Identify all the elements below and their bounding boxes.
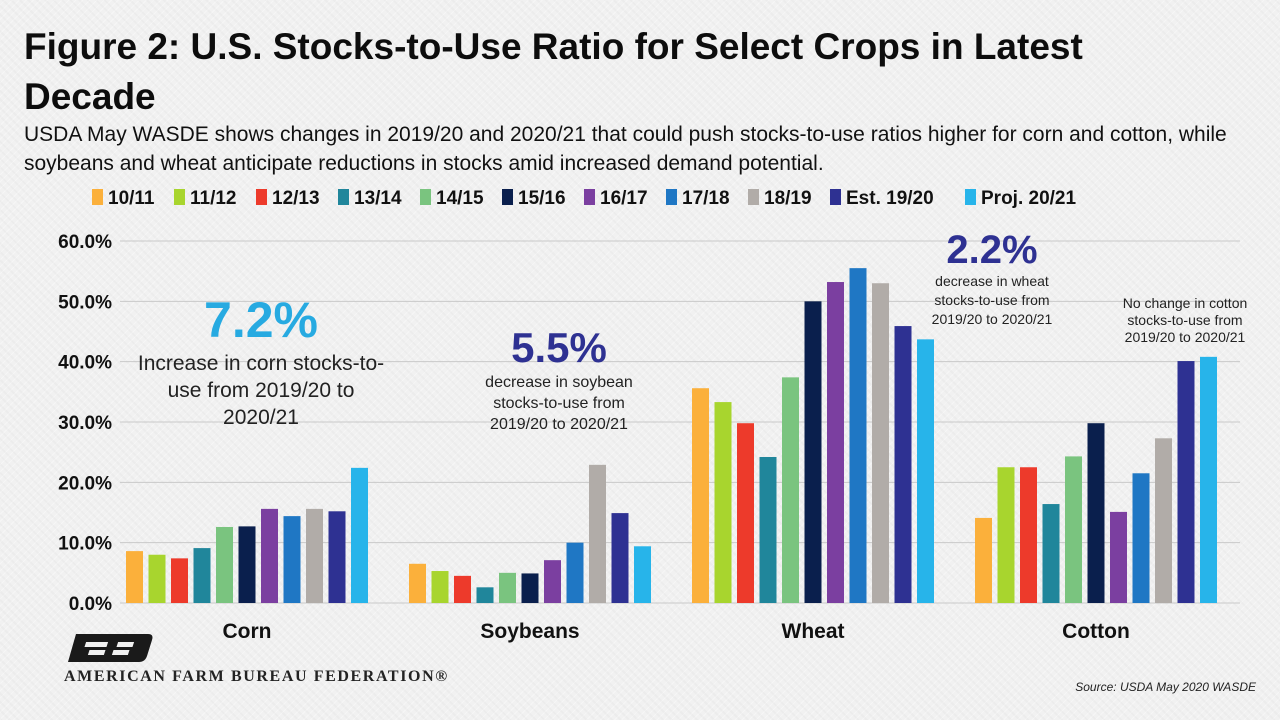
soy-change-value: 5.5% [511,324,607,371]
bar [1110,511,1127,603]
bar [1200,356,1217,603]
bar [634,546,651,603]
legend-swatch [666,189,677,205]
y-tick-label: 10.0% [58,534,112,555]
stocks-to-use-chart: 0.0% 10.0% 20.0% 30.0% 40.0% 50.0% 60.0% 10/11 1… [58,188,1240,643]
source-note: Source: USDA May 2020 WASDE [1075,680,1256,694]
bar [261,508,278,603]
bar [351,467,368,603]
legend-swatch [502,189,513,205]
legend-swatch [584,189,595,205]
bar [328,511,346,603]
y-tick-label: 50.0% [58,292,112,313]
legend-swatch [174,189,185,205]
bar [849,268,867,603]
bar [611,513,629,603]
bar [759,456,777,603]
org-name: AMERICAN FARM BUREAU FEDERATION® [64,668,449,685]
bar [975,517,992,603]
category-label: Corn [223,620,272,643]
category-label: Soybeans [480,620,579,643]
cotton-annotation: No change in cotton stocks-to-use from 2… [1105,295,1265,346]
category-label: Cotton [1062,620,1130,643]
bar [997,467,1015,603]
y-tick-label: 20.0% [58,473,112,494]
bar [737,423,754,603]
bar [566,542,584,603]
bar [476,587,494,603]
bar [1087,423,1105,603]
corn-change-value: 7.2% [204,292,318,348]
corn-change-text: Increase in corn stocks-to-use from 2019… [137,352,385,429]
bar [827,282,844,603]
bar [544,560,561,603]
bar [1177,361,1195,603]
soy-change-text: decrease in soybean stocks-to-use from 2… [485,374,633,433]
bar [782,377,799,603]
legend-swatch [965,189,976,205]
bar [126,551,143,603]
bar [692,388,709,603]
bar [409,563,426,603]
bar [216,526,233,603]
corn-annotation: 7.2% Increase in corn stocks-to-use from… [130,290,392,431]
legend-label: 11/12 [190,188,237,209]
legend-label: 13/14 [354,188,402,209]
legend-label: 17/18 [682,188,730,209]
legend-swatch [338,189,349,205]
bar [1042,504,1060,603]
legend-swatch [830,189,841,205]
bar [171,558,188,603]
y-tick-label: 40.0% [58,353,112,374]
cotton-change-text: No change in cotton stocks-to-use from 2… [1122,295,1248,345]
legend-label: 15/16 [518,188,566,209]
legend-label: 16/17 [600,188,648,209]
legend-swatch [92,189,103,205]
bar [283,516,301,603]
page-subtitle: USDA May WASDE shows changes in 2019/20 … [24,123,1227,175]
bar [499,572,516,603]
bar [454,575,471,603]
bar [238,526,256,603]
y-tick-label: 0.0% [69,594,112,615]
bar [589,464,606,603]
bar [1132,473,1150,603]
wheat-change-text: decrease in wheat stocks-to-use from 201… [931,273,1053,327]
bar [431,571,449,603]
legend-label: Est. 19/20 [846,188,934,209]
page-title: Figure 2: U.S. Stocks-to-Use Ratio for S… [24,26,1083,117]
bar [804,301,822,603]
fb-logo-icon [68,634,153,662]
bar [306,508,323,603]
bar [1155,438,1172,603]
bar [521,573,539,603]
legend-label: 14/15 [436,188,484,209]
y-tick-label: 60.0% [58,232,112,253]
bar [917,339,934,603]
legend-label: 18/19 [764,188,812,209]
bar [148,554,166,603]
bar [714,402,732,603]
bar [872,283,889,603]
legend-label: 10/11 [108,188,155,209]
legend-swatch [256,189,267,205]
legend-swatch [420,189,431,205]
legend-label: Proj. 20/21 [981,188,1076,209]
category-label: Wheat [782,620,845,643]
bar [894,326,912,603]
legend-swatch [748,189,759,205]
wheat-change-value: 2.2% [946,228,1038,272]
bar [1065,456,1082,603]
y-tick-label: 30.0% [58,413,112,434]
legend-label: 12/13 [272,188,320,209]
bar [1020,467,1037,603]
soy-annotation: 5.5% decrease in soybean stocks-to-use f… [465,324,653,435]
bar [193,548,211,603]
wheat-annotation: 2.2% decrease in wheat stocks-to-use fro… [912,228,1072,329]
